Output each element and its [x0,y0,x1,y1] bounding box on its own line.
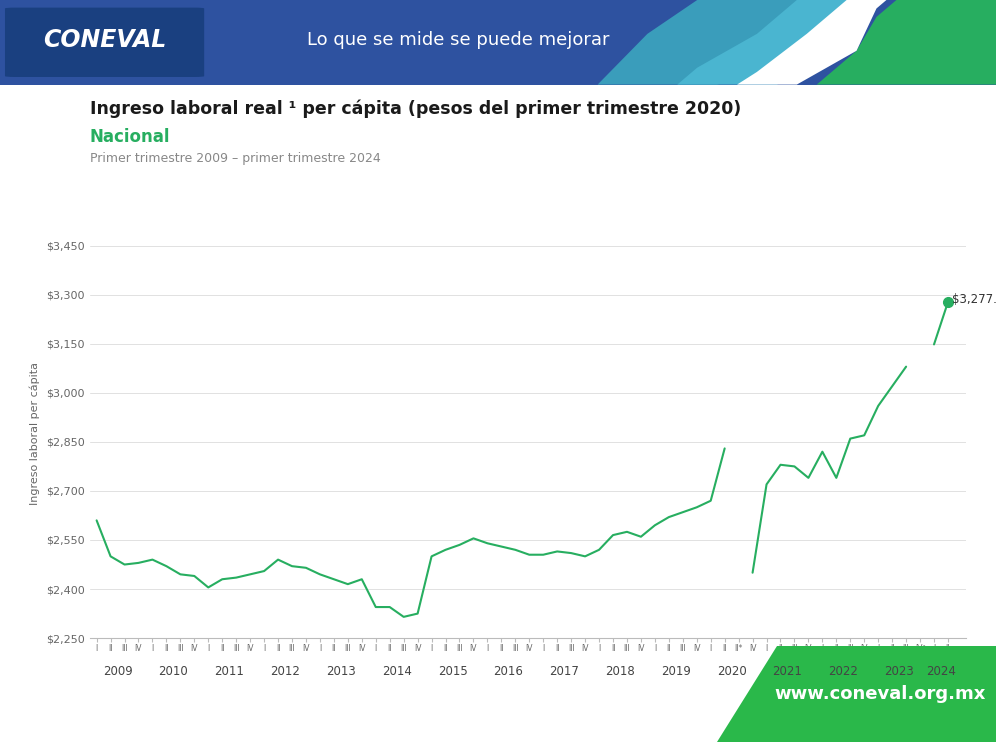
Polygon shape [677,0,876,85]
Polygon shape [817,0,996,85]
Text: Nacional: Nacional [90,128,170,145]
Text: correspondientes a este periodo. ³ de acuerdo con el INEGI, a causa del impacto : correspondientes a este periodo. ³ de ac… [10,686,628,693]
Text: CONEVAL: CONEVAL [43,27,166,52]
Text: Ingreso laboral real ¹ per cápita (pesos del primer trimestre 2020): Ingreso laboral real ¹ per cápita (pesos… [90,99,741,118]
Text: Fuente: elaboración del CONEVAL con base en la ENOE y la ENOE Nueva Edición (ENO: Fuente: elaboración del CONEVAL con base… [10,652,661,660]
Y-axis label: Ingreso laboral per cápita: Ingreso laboral per cápita [30,362,41,505]
Text: $3,277.58: $3,277.58 [952,293,996,306]
Polygon shape [598,0,837,85]
Text: Lo que se mide se puede mejorar: Lo que se mide se puede mejorar [307,30,610,49]
Text: www.coneval.org.mx: www.coneval.org.mx [775,685,986,703]
Polygon shape [737,0,886,85]
Text: INEGI suspendió la recolección de información de la ENOE referente al segundo tr: INEGI suspendió la recolección de inform… [10,669,637,676]
Text: Primer trimestre 2009 – primer trimestre 2024: Primer trimestre 2009 – primer trimestre… [90,152,380,165]
Text: información del cuarto trimestre de 2023 se vio afectada, por lo que no se reali: información del cuarto trimestre de 2023… [10,703,601,710]
FancyBboxPatch shape [5,7,204,77]
Text: https://www.inegi.org.mx/contenidos/saladeprensa/boletines/2024/ENOE/ENOE2024_02: https://www.inegi.org.mx/contenidos/sala… [10,720,331,726]
Polygon shape [717,646,996,742]
